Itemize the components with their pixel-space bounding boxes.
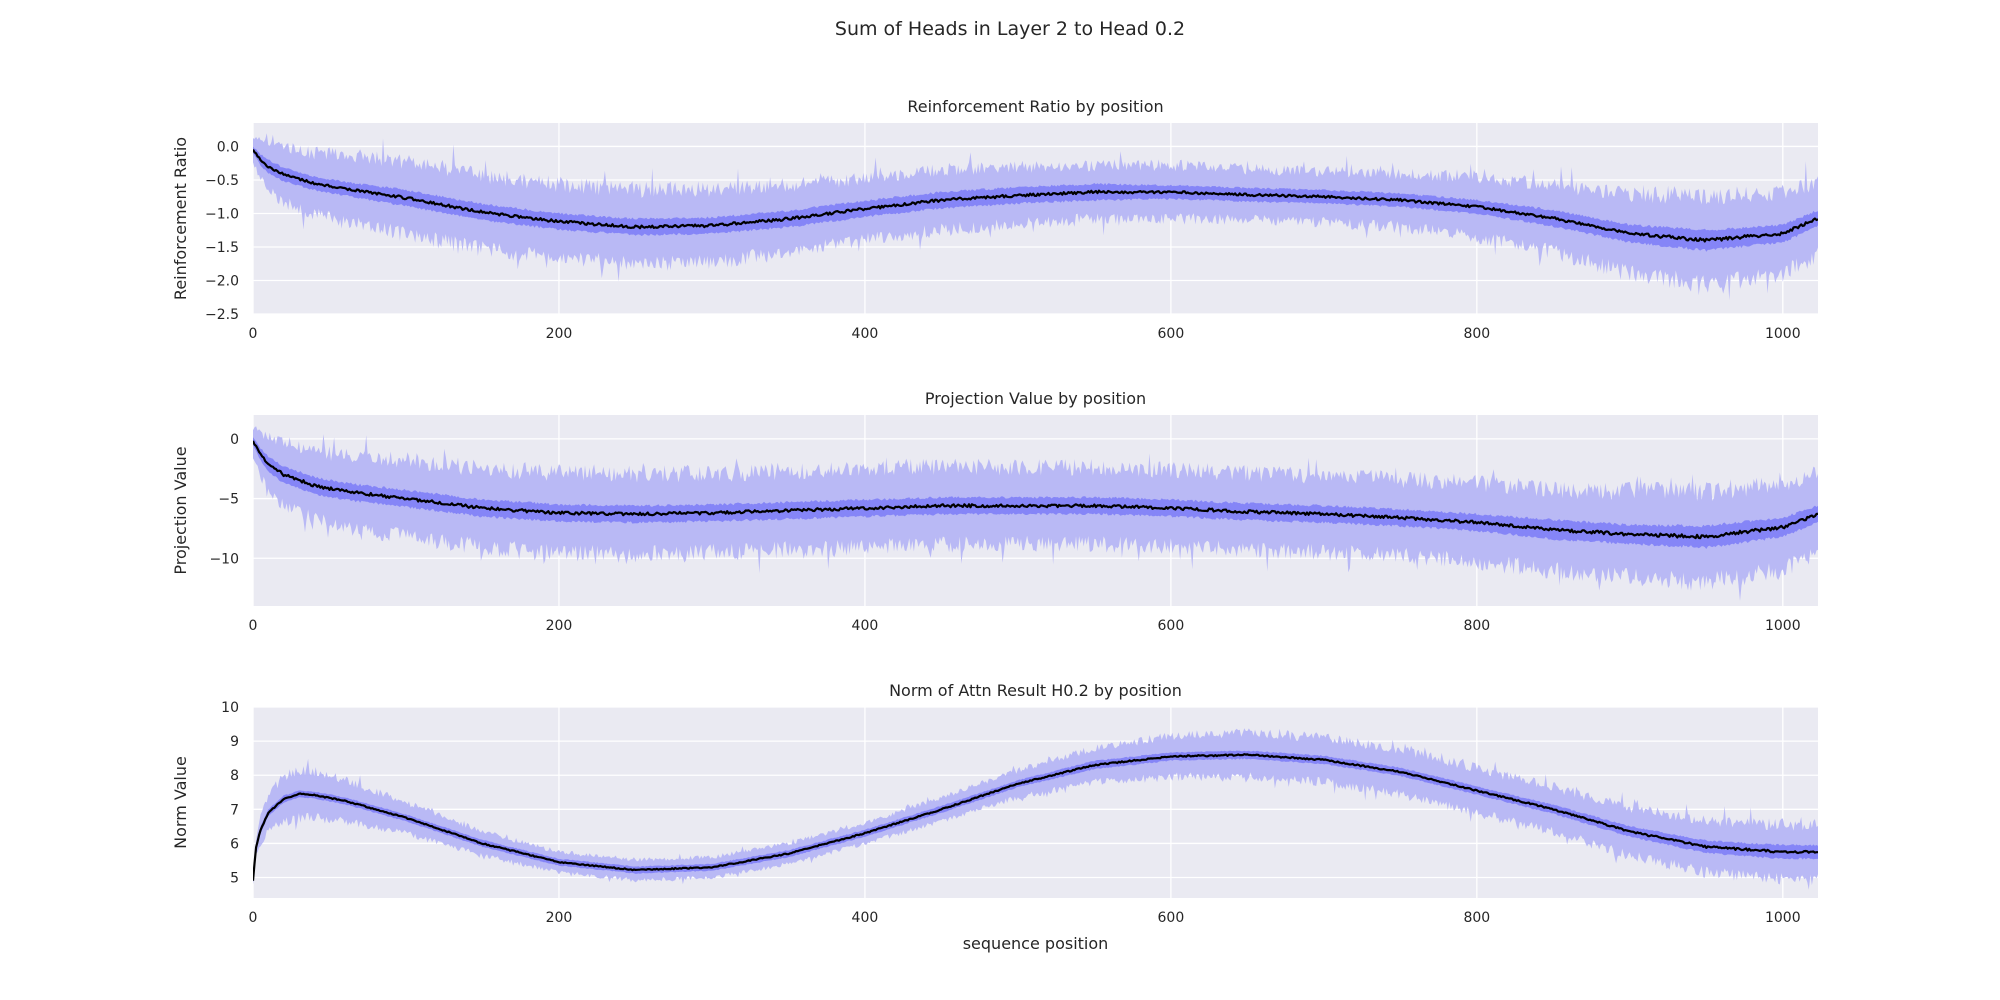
mean-line [253,753,1818,881]
outer-band [253,133,1818,301]
x-tick-label: 0 [249,618,258,634]
x-tick-label: 1000 [1765,618,1801,634]
x-tick-label: 400 [852,618,879,634]
inner-band [253,750,1818,883]
x-tick-label: 0 [249,326,258,342]
series-group [253,426,1818,601]
y-tick-label: −2.0 [205,273,239,289]
y-tick-label: −1.0 [205,206,239,222]
subplot-title: Projection Value by position [925,389,1146,408]
outer-band [253,728,1818,890]
y-tick-label: 6 [230,836,239,852]
y-tick-label: −2.5 [205,307,239,323]
x-tick-label: 1000 [1765,326,1801,342]
y-tick-label: 0 [230,432,239,448]
y-tick-label: 7 [230,802,239,818]
y-tick-label: 5 [230,871,239,887]
y-tick-label: 9 [230,734,239,750]
x-tick-label: 400 [852,910,879,926]
x-tick-label: 200 [546,910,573,926]
x-tick-label: 200 [546,326,573,342]
subplot-title: Norm of Attn Result H0.2 by position [889,681,1182,700]
x-tick-label: 0 [249,910,258,926]
x-tick-label: 600 [1158,910,1185,926]
mean-line [253,149,1818,243]
subplot-1: Reinforcement Ratio by position 0 200 400 60… [171,97,1818,342]
series-group [253,133,1818,301]
x-tick-label: 400 [852,326,879,342]
y-tick-label: 10 [221,700,239,716]
x-tick-label: 600 [1158,618,1185,634]
mean-line [253,440,1818,540]
x-tick-label: 800 [1463,618,1490,634]
subplot-title: Reinforcement Ratio by position [907,97,1163,116]
figure-title: Sum of Heads in Layer 2 to Head 0.2 [835,18,1185,40]
y-tick-label: −1.5 [205,240,239,256]
y-axis-label: Reinforcement Ratio [171,137,190,300]
y-tick-label: 0.0 [217,139,239,155]
y-axis-label: Projection Value [171,446,190,574]
x-tick-label: 600 [1158,326,1185,342]
x-tick-label: 800 [1463,910,1490,926]
inner-band [253,146,1818,252]
y-tick-label: −5 [218,492,239,508]
x-tick-label: 800 [1463,326,1490,342]
y-tick-label: 8 [230,768,239,784]
subplot-3: Norm of Attn Result H0.2 by position 0 200… [171,681,1818,953]
subplot-2: Projection Value by position 0 200 400 600 80… [171,389,1818,634]
x-tick-label: 200 [546,618,573,634]
x-tick-label: 1000 [1765,910,1801,926]
y-axis-label: Norm Value [171,756,190,849]
x-axis-label: sequence position [963,934,1109,953]
y-tick-label: −0.5 [205,173,239,189]
y-tick-label: −10 [209,551,239,567]
series-group [253,728,1818,890]
